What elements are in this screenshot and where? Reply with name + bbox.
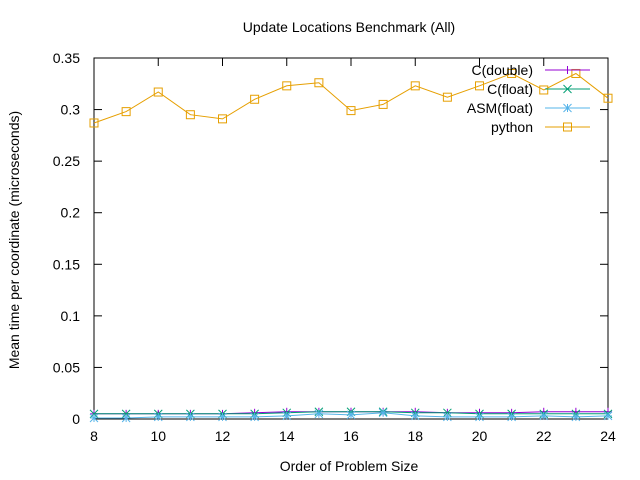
y-tick-label: 0.35 [53, 50, 80, 66]
data-point-asm-float [121, 413, 131, 423]
legend-item-c-double: C(double) [472, 62, 590, 78]
x-tick-label: 8 [90, 428, 98, 444]
y-axis-ticks: 0 0.05 0.1 0.15 0.2 0.25 0.3 0.35 [53, 50, 608, 427]
legend-label: python [491, 119, 533, 135]
data-point-python [314, 78, 324, 88]
data-point-asm-float [282, 411, 292, 421]
series-layer [89, 68, 613, 423]
data-point-c-float [443, 408, 452, 418]
data-point-asm-float [346, 410, 356, 420]
y-tick-label: 0.25 [53, 153, 80, 169]
x-axis-label: Order of Problem Size [280, 458, 419, 474]
data-point-python [410, 81, 420, 91]
y-tick-label: 0.15 [53, 256, 80, 272]
data-point-asm-float [410, 411, 420, 421]
data-point-asm-float [89, 413, 99, 423]
x-tick-label: 22 [536, 428, 552, 444]
legend-swatch-marker [563, 84, 572, 94]
y-axis-label: Mean time per coordinate (microseconds) [6, 111, 22, 369]
x-tick-label: 14 [279, 428, 295, 444]
data-point-python [378, 99, 388, 109]
data-point-python [603, 93, 613, 103]
x-tick-label: 18 [407, 428, 423, 444]
legend-label: C(double) [472, 62, 533, 78]
data-point-python [507, 68, 517, 78]
series-line-python [93, 72, 609, 124]
data-point-asm-float [153, 412, 163, 422]
y-tick-label: 0.05 [53, 359, 80, 375]
data-point-asm-float [507, 412, 516, 422]
y-tick-label: 0.3 [61, 102, 81, 118]
data-point-python [153, 87, 163, 97]
data-point-python [346, 106, 356, 116]
legend-label: C(float) [487, 81, 533, 97]
data-point-python [121, 107, 131, 117]
x-tick-label: 10 [150, 428, 166, 444]
x-tick-label: 16 [343, 428, 359, 444]
data-point-python [442, 92, 452, 102]
legend-item-c-float: C(float) [487, 81, 590, 97]
data-point-asm-float [378, 408, 388, 418]
legend-swatch-marker [563, 103, 572, 113]
y-tick-label: 0 [72, 411, 80, 427]
data-point-python [475, 81, 484, 91]
data-point-c-float [89, 409, 99, 419]
data-point-asm-float [571, 412, 581, 422]
data-point-python [539, 85, 549, 95]
legend: C(double) C(float) ASM(float) python [467, 62, 590, 135]
data-point-asm-float [186, 412, 195, 422]
data-point-asm-float [314, 409, 324, 419]
data-point-asm-float [603, 411, 613, 421]
x-tick-label: 24 [600, 428, 616, 444]
series-python [89, 68, 613, 128]
legend-item-python: python [491, 119, 590, 135]
data-point-python [250, 94, 260, 104]
data-point-python [282, 81, 292, 91]
data-point-asm-float [443, 412, 452, 422]
data-point-python [89, 118, 99, 128]
y-tick-label: 0.1 [61, 308, 81, 324]
x-tick-label: 12 [215, 428, 231, 444]
data-point-asm-float [475, 412, 484, 422]
legend-swatch-marker [563, 66, 572, 74]
legend-label: ASM(float) [467, 100, 533, 116]
data-point-python [571, 68, 581, 78]
data-point-python [185, 110, 195, 120]
data-point-python [218, 114, 227, 124]
data-point-asm-float [539, 411, 549, 421]
data-point-asm-float [218, 412, 227, 422]
legend-item-asm-float: ASM(float) [467, 100, 590, 116]
x-axis-ticks: 8 10 12 14 16 18 20 22 24 [90, 58, 616, 444]
y-tick-label: 0.2 [61, 205, 81, 221]
series-asm-float [89, 408, 613, 423]
x-tick-label: 20 [472, 428, 488, 444]
data-point-c-float [121, 409, 131, 419]
chart-title: Update Locations Benchmark (All) [243, 19, 455, 35]
legend-swatch-marker [563, 122, 572, 132]
data-point-asm-float [250, 412, 259, 422]
